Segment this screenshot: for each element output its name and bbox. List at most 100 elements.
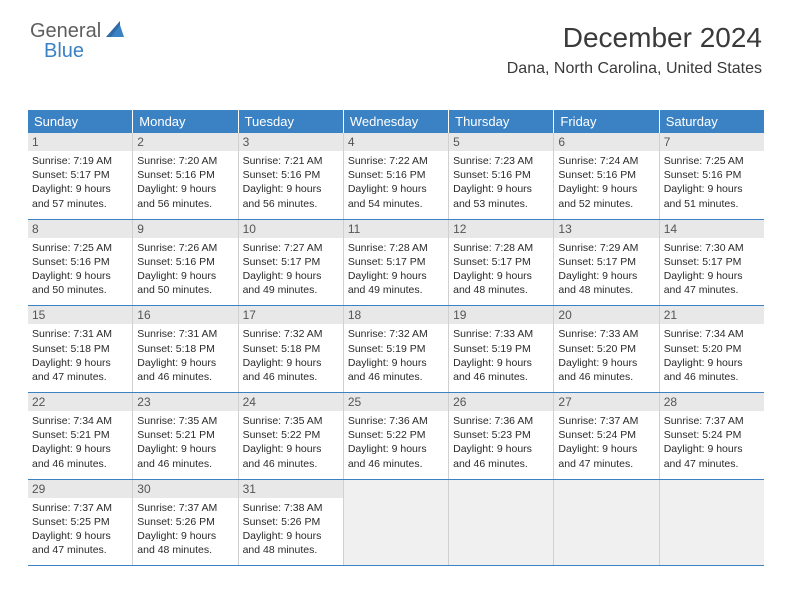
daylight-text: Daylight: 9 hours and 51 minutes.	[664, 182, 760, 210]
daylight-text: Daylight: 9 hours and 46 minutes.	[348, 356, 444, 384]
day-info: Sunrise: 7:20 AMSunset: 5:16 PMDaylight:…	[137, 154, 233, 211]
daylight-text: Daylight: 9 hours and 49 minutes.	[243, 269, 339, 297]
sunrise-text: Sunrise: 7:37 AM	[32, 501, 128, 515]
sunrise-text: Sunrise: 7:36 AM	[348, 414, 444, 428]
sunset-text: Sunset: 5:24 PM	[558, 428, 654, 442]
day-cell: 4 Sunrise: 7:22 AMSunset: 5:16 PMDaylight…	[344, 133, 449, 219]
sunset-text: Sunset: 5:17 PM	[664, 255, 760, 269]
day-cell: 13 Sunrise: 7:29 AMSunset: 5:17 PMDayligh…	[554, 220, 659, 306]
weeks-container: 1Sunrise: 7:19 AMSunset: 5:17 PMDaylight…	[28, 133, 764, 566]
day-number: 3	[239, 133, 343, 151]
daylight-text: Daylight: 9 hours and 50 minutes.	[137, 269, 233, 297]
day-number: 13	[554, 220, 658, 238]
day-number: 9	[133, 220, 237, 238]
day-cell: 18 Sunrise: 7:32 AMSunset: 5:19 PMDayligh…	[344, 306, 449, 392]
sunset-text: Sunset: 5:20 PM	[664, 342, 760, 356]
daylight-text: Daylight: 9 hours and 56 minutes.	[137, 182, 233, 210]
day-info: Sunrise: 7:36 AMSunset: 5:23 PMDaylight:…	[453, 414, 549, 471]
empty-cell	[660, 480, 764, 566]
sunset-text: Sunset: 5:19 PM	[348, 342, 444, 356]
daylight-text: Daylight: 9 hours and 46 minutes.	[348, 442, 444, 470]
day-number: 19	[449, 306, 553, 324]
day-info: Sunrise: 7:22 AMSunset: 5:16 PMDaylight:…	[348, 154, 444, 211]
sunset-text: Sunset: 5:17 PM	[32, 168, 128, 182]
daylight-text: Daylight: 9 hours and 47 minutes.	[32, 529, 128, 557]
day-info: Sunrise: 7:35 AMSunset: 5:21 PMDaylight:…	[137, 414, 233, 471]
day-cell: 24Sunrise: 7:35 AMSunset: 5:22 PMDayligh…	[239, 393, 344, 479]
sunrise-text: Sunrise: 7:28 AM	[453, 241, 549, 255]
day-number: 14	[660, 220, 764, 238]
day-info: Sunrise: 7:32 AMSunset: 5:18 PMDaylight:…	[243, 327, 339, 384]
sunrise-text: Sunrise: 7:33 AM	[453, 327, 549, 341]
daylight-text: Daylight: 9 hours and 47 minutes.	[32, 356, 128, 384]
sunset-text: Sunset: 5:21 PM	[32, 428, 128, 442]
sunset-text: Sunset: 5:26 PM	[243, 515, 339, 529]
sunset-text: Sunset: 5:22 PM	[348, 428, 444, 442]
day-cell: 10Sunrise: 7:27 AMSunset: 5:17 PMDayligh…	[239, 220, 344, 306]
daylight-text: Daylight: 9 hours and 52 minutes.	[558, 182, 654, 210]
sunset-text: Sunset: 5:16 PM	[243, 168, 339, 182]
sunrise-text: Sunrise: 7:33 AM	[558, 327, 654, 341]
empty-cell	[344, 480, 449, 566]
sunset-text: Sunset: 5:21 PM	[137, 428, 233, 442]
day-info: Sunrise: 7:37 AMSunset: 5:24 PMDaylight:…	[558, 414, 654, 471]
daylight-text: Daylight: 9 hours and 48 minutes.	[137, 529, 233, 557]
sunset-text: Sunset: 5:17 PM	[453, 255, 549, 269]
day-number: 18	[344, 306, 448, 324]
sunset-text: Sunset: 5:20 PM	[558, 342, 654, 356]
sunrise-text: Sunrise: 7:37 AM	[558, 414, 654, 428]
day-number: 20	[554, 306, 658, 324]
day-info: Sunrise: 7:34 AMSunset: 5:20 PMDaylight:…	[664, 327, 760, 384]
sunrise-text: Sunrise: 7:21 AM	[243, 154, 339, 168]
sunset-text: Sunset: 5:16 PM	[558, 168, 654, 182]
weekday-header: Wednesday	[344, 110, 449, 133]
daylight-text: Daylight: 9 hours and 48 minutes.	[453, 269, 549, 297]
daylight-text: Daylight: 9 hours and 47 minutes.	[558, 442, 654, 470]
sunrise-text: Sunrise: 7:26 AM	[137, 241, 233, 255]
day-cell: 22Sunrise: 7:34 AMSunset: 5:21 PMDayligh…	[28, 393, 133, 479]
sunrise-text: Sunrise: 7:19 AM	[32, 154, 128, 168]
day-number: 4	[344, 133, 448, 151]
sunrise-text: Sunrise: 7:22 AM	[348, 154, 444, 168]
daylight-text: Daylight: 9 hours and 48 minutes.	[558, 269, 654, 297]
day-cell: 31Sunrise: 7:38 AMSunset: 5:26 PMDayligh…	[239, 480, 344, 566]
sunset-text: Sunset: 5:17 PM	[243, 255, 339, 269]
empty-cell	[554, 480, 659, 566]
sunrise-text: Sunrise: 7:31 AM	[137, 327, 233, 341]
daylight-text: Daylight: 9 hours and 46 minutes.	[137, 356, 233, 384]
daylight-text: Daylight: 9 hours and 54 minutes.	[348, 182, 444, 210]
day-number: 1	[28, 133, 132, 151]
daylight-text: Daylight: 9 hours and 46 minutes.	[664, 356, 760, 384]
daylight-text: Daylight: 9 hours and 46 minutes.	[558, 356, 654, 384]
week-row: 15 Sunrise: 7:31 AM Sunset: 5:18 PM Dayligh…	[28, 306, 764, 393]
day-info: Sunrise: 7:32 AMSunset: 5:19 PMDaylight:…	[348, 327, 444, 384]
logo-text-blue-wrap: Blue	[44, 40, 84, 63]
day-info: Sunrise: 7:28 AMSunset: 5:17 PMDaylight:…	[453, 241, 549, 298]
daylight-text: Daylight: 9 hours and 47 minutes.	[664, 442, 760, 470]
sunrise-text: Sunrise: 7:36 AM	[453, 414, 549, 428]
sunrise-text: Sunrise: 7:38 AM	[243, 501, 339, 515]
logo-text-blue: Blue	[44, 40, 84, 62]
day-info: Sunrise: 7:21 AMSunset: 5:16 PMDaylight:…	[243, 154, 339, 211]
day-cell: 21Sunrise: 7:34 AMSunset: 5:20 PMDayligh…	[660, 306, 764, 392]
daylight-text: Daylight: 9 hours and 53 minutes.	[453, 182, 549, 210]
day-cell: 9 Sunrise: 7:26 AMSunset: 5:16 PMDaylight…	[133, 220, 238, 306]
day-info: Sunrise: 7:33 AMSunset: 5:19 PMDaylight:…	[453, 327, 549, 384]
sunset-text: Sunset: 5:25 PM	[32, 515, 128, 529]
daylight-text: Daylight: 9 hours and 46 minutes.	[243, 442, 339, 470]
sunset-text: Sunset: 5:19 PM	[453, 342, 549, 356]
day-info: Sunrise: 7:36 AMSunset: 5:22 PMDaylight:…	[348, 414, 444, 471]
day-number: 11	[344, 220, 448, 238]
day-info: Sunrise: 7:25 AMSunset: 5:16 PMDaylight:…	[664, 154, 760, 211]
sunrise-text: Sunrise: 7:30 AM	[664, 241, 760, 255]
sunset-text: Sunset: 5:18 PM	[243, 342, 339, 356]
day-number: 15	[28, 306, 132, 324]
day-info: Sunrise: 7:29 AMSunset: 5:17 PMDaylight:…	[558, 241, 654, 298]
sunset-text: Sunset: 5:16 PM	[137, 255, 233, 269]
day-cell: 15Sunrise: 7:31 AMSunset: 5:18 PMDayligh…	[28, 306, 133, 392]
day-cell: 26Sunrise: 7:36 AMSunset: 5:23 PMDayligh…	[449, 393, 554, 479]
day-info: Sunrise: 7:25 AMSunset: 5:16 PMDaylight:…	[32, 241, 128, 298]
sunrise-text: Sunrise: 7:32 AM	[243, 327, 339, 341]
day-info: Sunrise: 7:33 AMSunset: 5:20 PMDaylight:…	[558, 327, 654, 384]
daylight-text: Daylight: 9 hours and 47 minutes.	[664, 269, 760, 297]
